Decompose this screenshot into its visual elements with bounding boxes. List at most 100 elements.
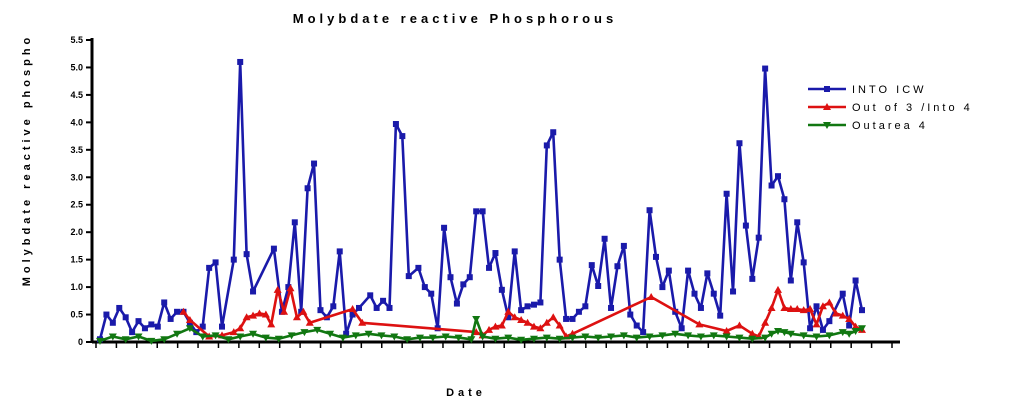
data-point — [103, 311, 110, 318]
data-point — [116, 304, 123, 311]
data-point — [685, 267, 692, 274]
data-point — [280, 307, 289, 315]
data-point — [134, 333, 143, 341]
x-axis-label: Date — [446, 387, 486, 399]
data-point — [581, 333, 590, 341]
data-point — [786, 305, 795, 313]
data-point — [550, 129, 557, 136]
data-point — [536, 324, 545, 332]
data-point — [678, 325, 685, 332]
y-tick-label: 2.5 — [70, 200, 83, 210]
data-point — [825, 332, 834, 340]
data-point — [542, 334, 551, 342]
data-point — [717, 312, 724, 319]
data-point — [684, 332, 693, 340]
y-tick-label: 5.0 — [70, 62, 83, 72]
data-point — [761, 334, 770, 342]
data-point — [646, 207, 653, 214]
data-point — [428, 290, 435, 297]
data-point — [498, 286, 505, 293]
data-point — [523, 318, 532, 326]
y-axis-ticks: 0 0.5 1.0 1.5 2.0 2.5 3.0 3.5 4.0 4.5 5.0 5.5 — [70, 35, 92, 347]
data-point — [96, 337, 104, 345]
data-point — [291, 219, 298, 226]
data-point — [812, 333, 821, 341]
data-point — [179, 307, 188, 315]
data-point — [799, 306, 808, 314]
data-point — [709, 332, 718, 340]
data-point — [786, 330, 795, 338]
data-point — [229, 328, 238, 336]
data-point — [704, 270, 711, 277]
data-point — [392, 121, 399, 128]
data-point — [249, 330, 258, 338]
data-point — [838, 329, 847, 337]
legend-marker — [823, 122, 831, 129]
data-point — [161, 299, 168, 306]
data-point — [358, 318, 367, 326]
data-point — [261, 334, 270, 342]
y-tick-label: 0.5 — [70, 310, 83, 320]
y-tick-label: 2.0 — [70, 227, 83, 237]
data-point — [504, 307, 513, 315]
y-tick-label: 4.5 — [70, 90, 83, 100]
data-point — [735, 334, 744, 342]
chart-title: Molybdate reactive Phosphorous — [293, 11, 617, 26]
data-point — [767, 303, 776, 311]
data-point — [198, 333, 207, 341]
data-point — [787, 277, 794, 284]
legend-marker — [823, 103, 831, 110]
data-point — [415, 334, 424, 342]
data-point — [237, 58, 244, 65]
data-point — [793, 305, 802, 313]
data-point — [261, 310, 270, 318]
data-point — [403, 336, 412, 344]
data-point — [167, 315, 174, 322]
data-point — [529, 335, 538, 343]
data-point — [185, 316, 194, 324]
data-point — [555, 335, 564, 343]
data-point — [497, 321, 506, 329]
series-2 — [96, 315, 866, 345]
data-point — [794, 219, 801, 226]
data-point — [851, 322, 860, 330]
data-point — [608, 304, 615, 311]
data-point — [543, 142, 550, 149]
data-point — [219, 323, 226, 330]
data-point — [735, 321, 744, 329]
data-point — [108, 333, 117, 341]
data-point — [185, 325, 194, 333]
data-point — [620, 242, 627, 249]
data-point — [364, 330, 373, 338]
data-point — [348, 305, 357, 313]
data-point — [224, 336, 233, 344]
data-point — [722, 333, 731, 341]
data-point — [671, 330, 680, 338]
legend-item-1: Out of 3 /Into 4 — [808, 102, 970, 114]
data-point — [569, 315, 576, 322]
data-point — [505, 314, 512, 321]
data-point — [351, 332, 360, 340]
data-point — [421, 284, 428, 291]
data-point — [305, 318, 314, 326]
data-point — [568, 334, 577, 342]
data-point — [517, 316, 526, 324]
data-point — [343, 330, 350, 337]
data-point — [377, 332, 386, 340]
data-point — [633, 322, 640, 329]
data-point — [405, 273, 412, 280]
data-point — [135, 318, 142, 325]
data-point — [386, 304, 393, 311]
data-point — [647, 292, 656, 300]
axes — [90, 38, 900, 344]
data-point — [851, 328, 860, 336]
data-point — [286, 284, 295, 292]
data-point — [472, 328, 481, 336]
data-point — [311, 160, 318, 167]
data-point — [199, 323, 206, 330]
legend-marker — [824, 86, 830, 92]
data-point — [645, 333, 654, 341]
data-point — [349, 311, 356, 318]
data-point — [529, 322, 538, 330]
data-point — [174, 308, 181, 315]
